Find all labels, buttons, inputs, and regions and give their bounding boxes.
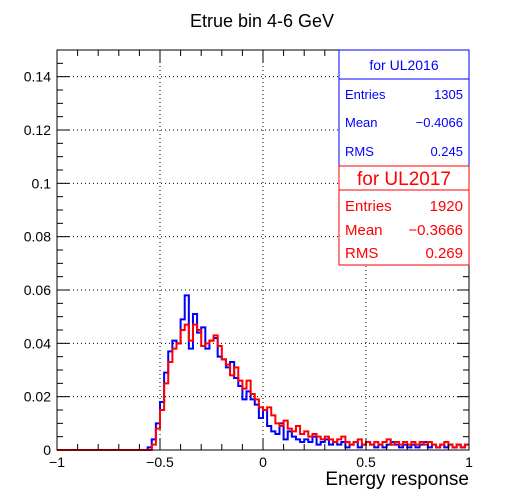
chart-title: Etrue bin 4-6 GeV (190, 11, 334, 31)
stats-ul2016-rms-value: 0.245 (430, 144, 463, 159)
y-tick-label: 0.1 (32, 175, 52, 191)
stats-ul2016-entries-label: Entries (345, 87, 386, 102)
x-axis-title: Energy response (325, 469, 469, 490)
stats-ul2016-entries-value: 1305 (434, 87, 463, 102)
stats-box-ul2017: for UL2017 Entries 1920 Mean −0.3666 RMS… (338, 165, 470, 266)
series-ul2017-histogram (57, 323, 469, 451)
stats-ul2016-mean-value: −0.4066 (416, 115, 463, 130)
stats-box-ul2017-frame (338, 165, 470, 266)
y-tick-label: 0.12 (24, 122, 51, 138)
x-tick-label: 0 (259, 454, 267, 470)
y-tick-label: 0 (43, 442, 51, 458)
y-tick-label: 0.04 (24, 335, 51, 351)
x-tick-label: 0.5 (356, 454, 376, 470)
stats-ul2017-entries-label: Entries (345, 198, 392, 215)
y-tick-label: 0.06 (24, 282, 51, 298)
x-tick-label: −0.5 (146, 454, 174, 470)
y-tick-label: 0.14 (24, 69, 51, 85)
stats-ul2017-header: for UL2017 (357, 169, 451, 190)
stats-ul2017-rms-value: 0.269 (425, 245, 463, 262)
stats-ul2016-header: for UL2016 (369, 57, 438, 73)
y-tick-label: 0.02 (24, 389, 51, 405)
axes: −1 −0.5 0 0.5 1 0 0.02 0.04 0.06 0.08 0.1 0.12 0.14 (24, 49, 473, 470)
stats-ul2017-rms-label: RMS (345, 245, 378, 262)
stats-ul2017-mean-label: Mean (345, 222, 383, 239)
stats-ul2017-entries-value: 1920 (430, 198, 463, 215)
stats-box-ul2016: for UL2016 Entries 1305 Mean −0.4066 RMS… (338, 49, 470, 169)
y-tick-label: 0.08 (24, 229, 51, 245)
stats-ul2017-mean-value: −0.3666 (408, 222, 463, 239)
x-tick-label: 1 (465, 454, 473, 470)
stats-ul2016-mean-label: Mean (345, 115, 378, 130)
x-tick-label: −1 (49, 454, 65, 470)
stats-ul2016-rms-label: RMS (345, 144, 374, 159)
